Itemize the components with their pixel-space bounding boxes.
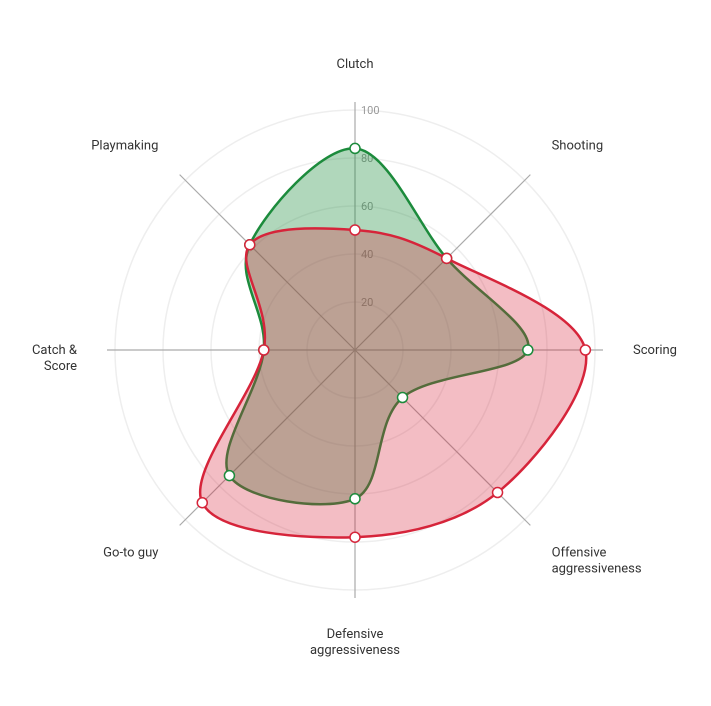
marker-red (350, 532, 360, 542)
marker-red (197, 498, 207, 508)
tick-label: 100 (361, 104, 380, 117)
axis-label: Playmaking (91, 138, 158, 153)
marker-red (259, 345, 269, 355)
marker-green (398, 393, 408, 403)
marker-green (350, 494, 360, 504)
axis-label: Go-to guy (103, 546, 158, 561)
marker-red (245, 240, 255, 250)
marker-red (442, 253, 452, 263)
radar-chart: 20406080100ClutchShootingScoringOffensiv… (0, 0, 711, 706)
axis-label: Clutch (336, 57, 373, 72)
marker-green (350, 143, 360, 153)
marker-red (350, 225, 360, 235)
marker-green (523, 345, 533, 355)
axis-label: Shooting (552, 138, 604, 153)
axis-label: Scoring (633, 343, 677, 358)
marker-red (493, 488, 503, 498)
marker-green (224, 471, 234, 481)
marker-red (580, 345, 590, 355)
